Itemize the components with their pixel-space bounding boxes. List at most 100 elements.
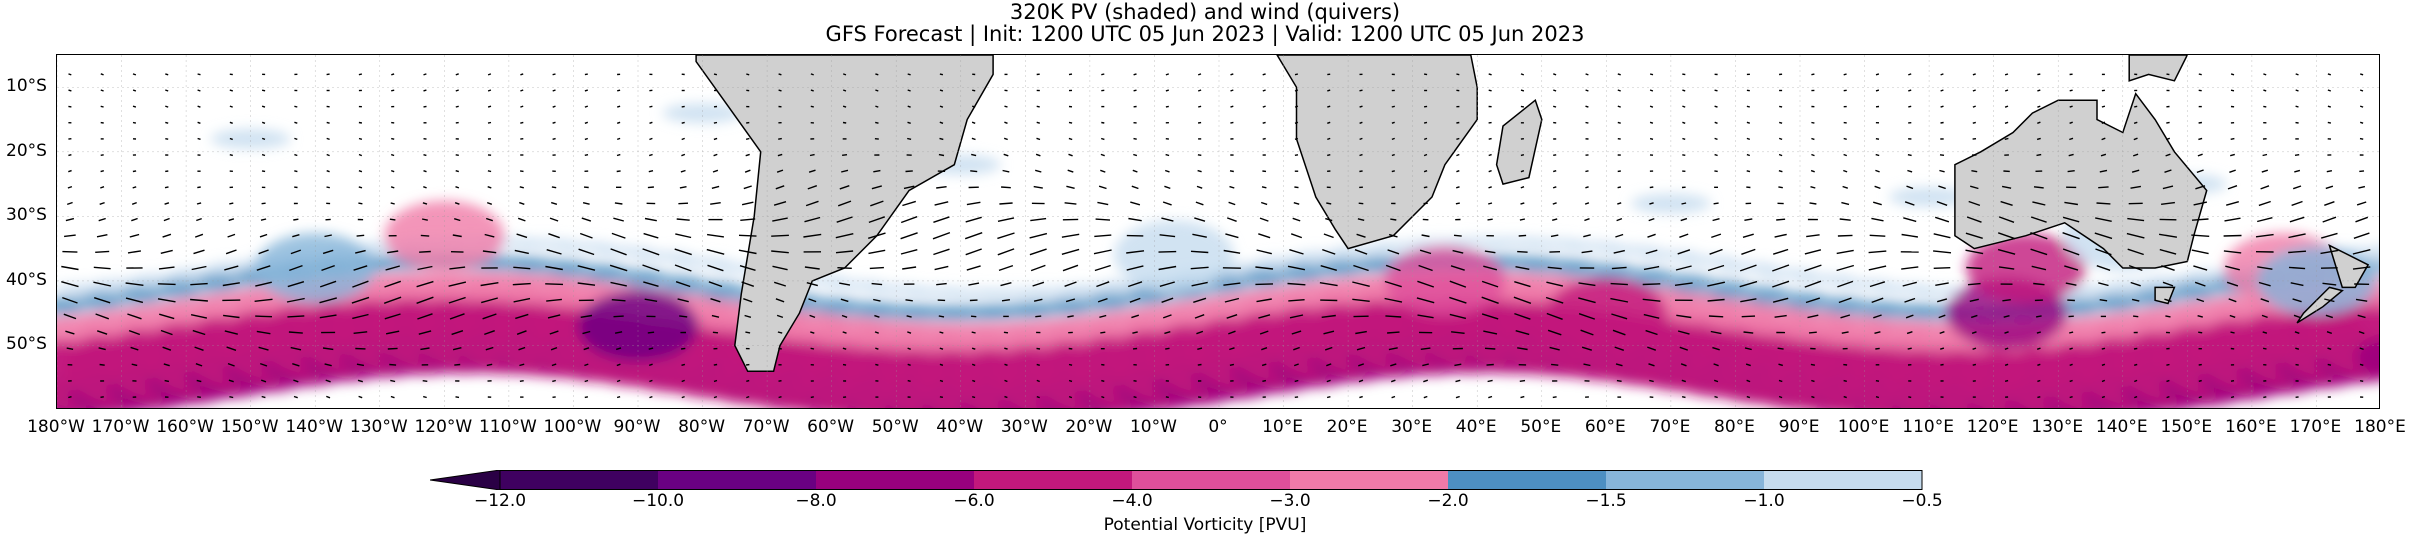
wind-arrow: [1095, 266, 1111, 271]
wind-arrow: [1037, 138, 1041, 139]
wind-arrow: [779, 74, 782, 75]
wind-arrow: [1521, 187, 1524, 188]
wind-arrow: [553, 139, 556, 140]
wind-arrow: [2005, 90, 2008, 91]
wind-arrow: [2134, 106, 2137, 107]
lon-tick-label: 90°W: [614, 418, 661, 436]
wind-arrow: [1166, 106, 1169, 107]
wind-arrow: [456, 90, 459, 91]
wind-arrow: [1941, 74, 1944, 75]
wind-arrow: [2231, 139, 2235, 140]
wind-arrow: [69, 90, 72, 91]
wind-arrow: [391, 155, 394, 156]
wind-arrow: [935, 266, 949, 269]
wind-arrow: [1875, 348, 1879, 349]
wind-arrow: [997, 233, 1014, 238]
wind-arrow: [617, 397, 620, 398]
colorbar-tick-label: −8.0: [795, 492, 836, 510]
wind-arrow: [2360, 74, 2363, 75]
wind-arrow: [714, 74, 717, 75]
wind-arrow: [714, 154, 718, 155]
wind-arrow: [1711, 234, 1721, 237]
wind-arrow: [902, 267, 916, 269]
wind-arrow: [649, 171, 653, 172]
wind-arrow: [1101, 397, 1104, 398]
wind-arrow: [164, 219, 170, 221]
wind-arrow: [1456, 187, 1459, 188]
wind-arrow: [61, 267, 78, 270]
wind-arrow: [1973, 122, 1976, 123]
wind-arrow: [1583, 235, 1590, 237]
wind-arrow: [1551, 235, 1558, 236]
wind-arrow: [872, 284, 883, 285]
wind-arrow: [837, 268, 851, 269]
wind-arrow: [2327, 171, 2332, 172]
wind-arrow: [1005, 364, 1008, 365]
wind-arrow: [2321, 233, 2337, 238]
wind-arrow: [1487, 365, 1494, 366]
wind-arrow: [906, 171, 913, 172]
wind-arrow: [1034, 187, 1043, 189]
wind-arrow: [1230, 122, 1233, 123]
wind-arrow: [1324, 234, 1334, 238]
wind-arrow: [1295, 381, 1299, 382]
wind-arrow: [100, 365, 105, 366]
wind-arrow: [1257, 250, 1272, 254]
wind-arrow: [1844, 155, 1847, 156]
wind-arrow: [2230, 154, 2235, 155]
wind-arrow: [2296, 90, 2299, 91]
wind-arrow: [128, 251, 141, 253]
wind-arrow: [744, 186, 752, 189]
wind-arrow: [2005, 139, 2009, 140]
wind-arrow: [2037, 138, 2041, 139]
lon-tick-label: 30°E: [1391, 418, 1432, 436]
wind-arrow: [1811, 187, 1816, 188]
wind-arrow: [1069, 74, 1072, 75]
wind-arrow: [1682, 155, 1685, 156]
wind-arrow: [2263, 155, 2267, 156]
wind-arrow: [2360, 106, 2363, 107]
wind-arrow: [1811, 397, 1814, 398]
wind-arrow: [2261, 186, 2269, 189]
wind-arrow: [101, 397, 104, 398]
wind-arrow: [1456, 380, 1461, 381]
wind-arrow: [1971, 171, 1977, 172]
wind-arrow: [1551, 364, 1558, 365]
wind-arrow: [1488, 219, 1493, 220]
wind-arrow: [1295, 74, 1298, 75]
wind-arrow: [966, 249, 982, 255]
wind-arrow: [2165, 316, 2170, 317]
wind-arrow: [1618, 106, 1621, 107]
wind-arrow: [714, 381, 717, 382]
wind-arrow: [1101, 154, 1105, 155]
map-title: 320K PV (shaded) and wind (quivers): [0, 0, 2410, 24]
lon-tick-label: 50°W: [872, 418, 919, 436]
wind-arrow: [902, 201, 915, 205]
wind-arrow: [1811, 381, 1814, 382]
wind-arrow: [682, 397, 685, 398]
wind-arrow: [681, 348, 685, 349]
wind-arrow: [907, 139, 911, 140]
wind-arrow: [779, 397, 782, 398]
wind-arrow: [1841, 203, 1849, 205]
wind-arrow: [1520, 381, 1525, 382]
wind-arrow: [2198, 332, 2202, 333]
wind-arrow: [548, 234, 559, 238]
madagascar-land: [1497, 100, 1542, 184]
wind-arrow: [843, 106, 846, 107]
wind-arrow: [2197, 170, 2204, 172]
wind-arrow: [389, 365, 396, 366]
wind-arrow: [2193, 266, 2207, 270]
wind-arrow: [1456, 171, 1459, 172]
wind-arrow: [682, 138, 685, 139]
wind-arrow: [163, 234, 171, 237]
wind-arrow: [1714, 203, 1719, 204]
wind-arrow: [1263, 90, 1266, 91]
wind-arrow: [1456, 74, 1459, 75]
wind-arrow: [2070, 348, 2073, 349]
wind-arrow: [1553, 74, 1556, 75]
wind-arrow: [1973, 364, 1976, 365]
wind-arrow: [972, 397, 975, 398]
wind-arrow: [811, 106, 814, 107]
wind-arrow: [1873, 202, 1882, 205]
